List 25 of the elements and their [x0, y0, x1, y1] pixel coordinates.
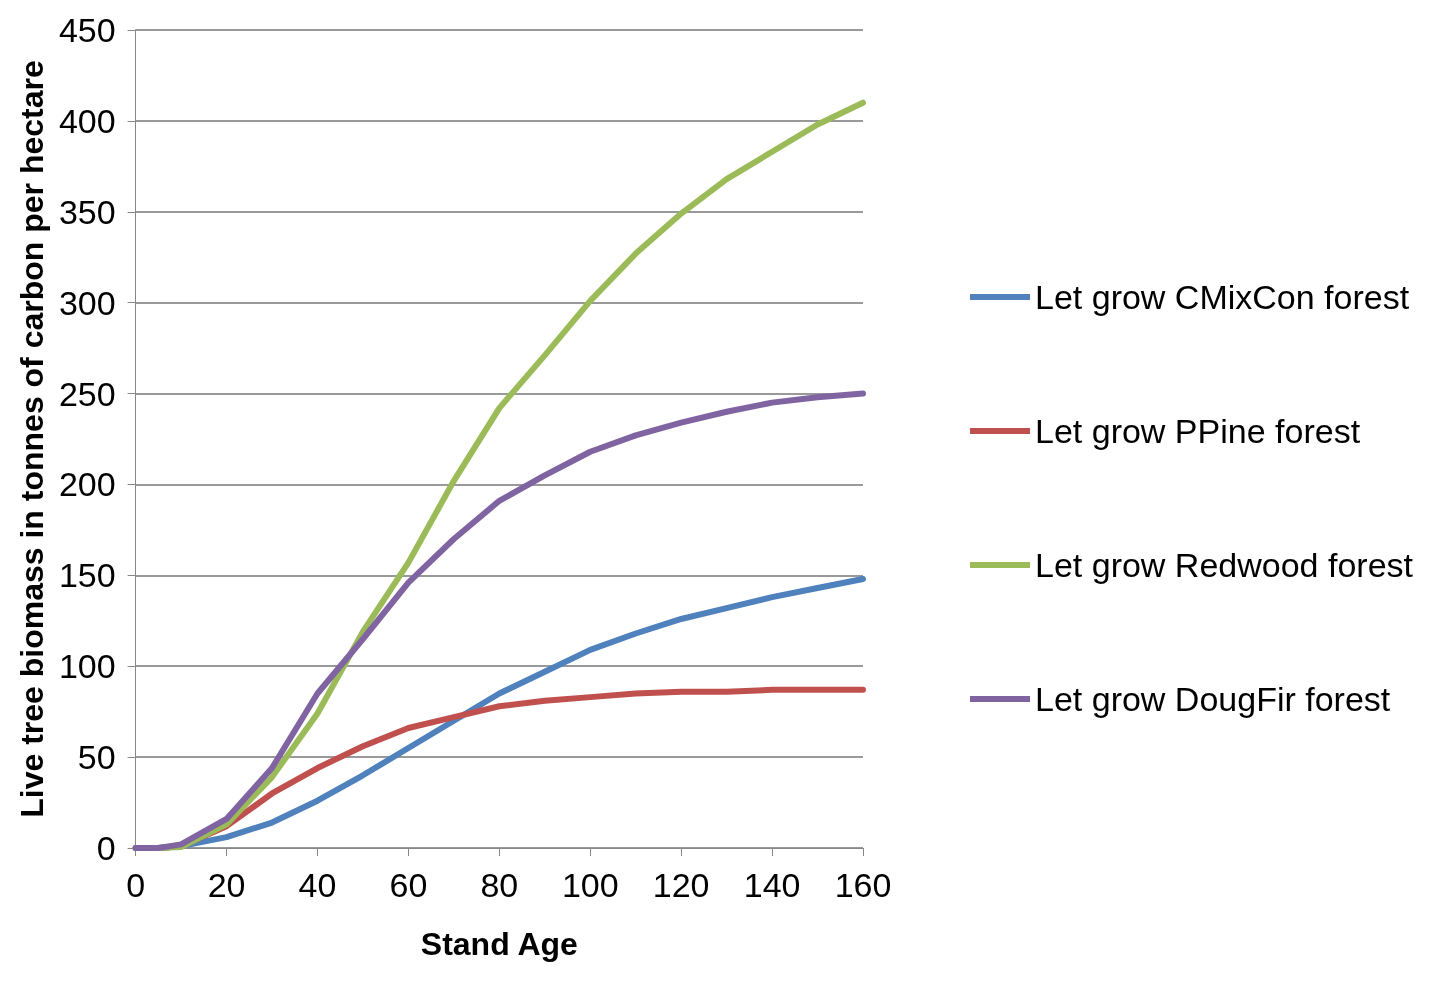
y-tick-label: 50 [77, 738, 116, 777]
y-tick-label: 200 [58, 465, 116, 504]
y-tick-label: 350 [58, 192, 116, 231]
x-tick-label: 60 [389, 866, 428, 904]
y-tick-label: 100 [58, 647, 116, 686]
x-tick-label: 100 [561, 866, 619, 904]
legend-label: Let grow PPine forest [1035, 412, 1361, 450]
x-axis-title: Stand Age [420, 926, 578, 962]
legend-label: Let grow Redwood forest [1035, 546, 1414, 584]
x-tick-label: 0 [126, 866, 146, 904]
y-tick-label: 300 [58, 283, 116, 322]
y-axis-title: Live tree biomass in tonnes of carbon per hectare [14, 60, 50, 818]
x-tick-label: 80 [480, 866, 519, 904]
x-tick-label: 40 [298, 866, 337, 904]
x-tick-label: 140 [743, 866, 801, 904]
x-tick-label: 120 [652, 866, 710, 904]
y-tick-label: 0 [96, 829, 116, 867]
y-tick-label: 150 [58, 556, 116, 595]
y-tick-label: 400 [58, 101, 116, 140]
x-tick-label: 160 [834, 866, 892, 904]
x-tick-label: 20 [207, 866, 246, 904]
y-tick-label: 250 [58, 374, 116, 413]
y-tick-label: 450 [58, 11, 116, 49]
legend-label: Let grow DougFir forest [1035, 680, 1391, 718]
legend-label: Let grow CMixCon forest [1035, 278, 1410, 316]
